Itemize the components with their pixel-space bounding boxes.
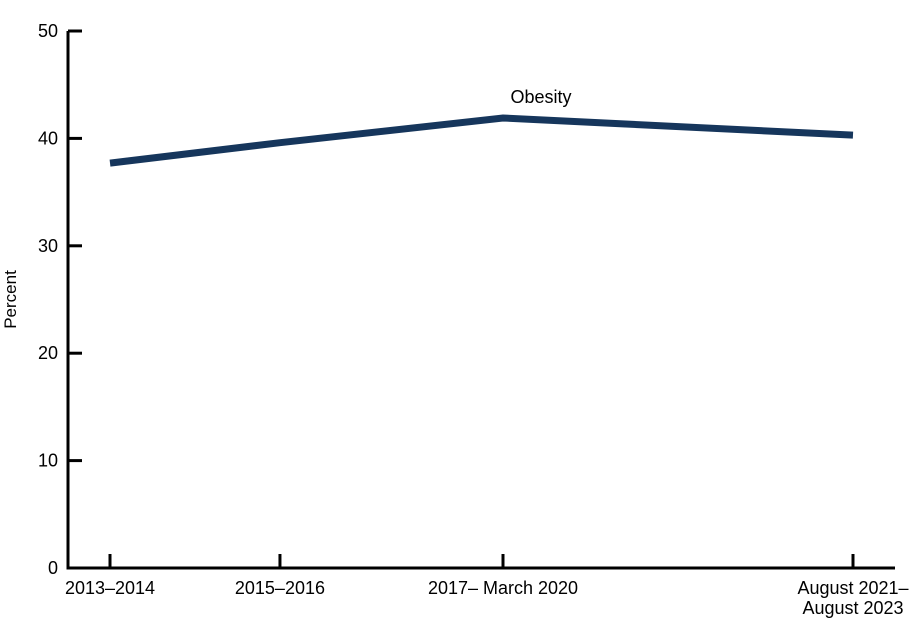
x-tick-label: August 2021–: [797, 578, 908, 598]
y-tick-label: 20: [38, 343, 58, 363]
x-tick-label: 2017– March 2020: [428, 578, 578, 598]
x-tick-label: 2015–2016: [235, 578, 325, 598]
y-tick-label: 10: [38, 451, 58, 471]
y-axis-ticks: [68, 29, 82, 463]
obesity-annotation-label: Obesity: [511, 87, 572, 107]
data-series: [109, 114, 854, 167]
x-axis-tick-labels: 2013–2014 2015–2016 2017– March 2020 August…: [65, 578, 909, 618]
x-tick-label: August 2023: [802, 598, 903, 618]
axis-lines: [66, 31, 895, 570]
y-tick-label: 30: [38, 236, 58, 256]
y-axis-title: Percent: [1, 270, 20, 329]
y-tick-label: 40: [38, 128, 58, 148]
obesity-data-line: [109, 114, 854, 167]
y-axis-title-label: Percent: [1, 270, 20, 329]
axis-spine: [66, 31, 895, 570]
y-tick-label: 50: [38, 21, 58, 41]
y-axis-tick-labels: 0 10 20 30 40 50: [38, 21, 58, 578]
x-tick-label: 2013–2014: [65, 578, 155, 598]
series-annotation: Obesity: [511, 87, 572, 107]
x-axis-ticks: [108, 554, 855, 568]
y-tick-label: 0: [48, 558, 58, 578]
